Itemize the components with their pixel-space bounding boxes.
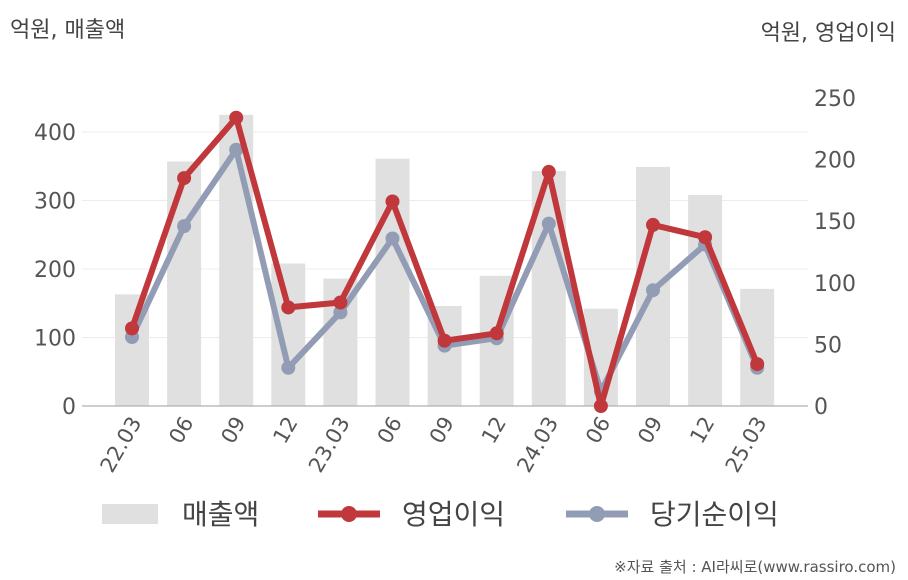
series-point	[437, 333, 452, 348]
x-tick-label: 22.03	[95, 413, 146, 477]
bar	[167, 161, 202, 406]
series-point	[229, 110, 244, 125]
series-point	[333, 295, 348, 310]
left-tick-label: 400	[34, 121, 76, 146]
bar	[688, 195, 723, 406]
series-point	[385, 231, 400, 246]
series-point	[177, 171, 192, 186]
bar	[740, 288, 775, 406]
x-tick-label: 09	[216, 413, 250, 448]
x-tick-label: 12	[268, 413, 302, 448]
x-tick-label: 25.03	[721, 413, 772, 477]
x-tick-label: 06	[164, 413, 198, 448]
legend-label: 당기순이익	[650, 498, 779, 531]
series-point	[541, 164, 556, 179]
right-tick-label: 0	[814, 395, 828, 420]
series-point	[646, 283, 660, 298]
x-tick-label: 12	[685, 413, 719, 448]
right-tick-label: 150	[814, 210, 856, 235]
x-tick-label: 09	[633, 413, 667, 448]
series-point	[229, 142, 244, 157]
series-point	[593, 399, 608, 413]
series-point	[177, 219, 192, 234]
x-tick-label: 06	[373, 413, 407, 448]
x-tick-label: 06	[581, 413, 615, 448]
series-point	[646, 217, 660, 232]
left-tick-label: 100	[34, 327, 76, 352]
series-point	[385, 194, 400, 209]
right-tick-label: 250	[814, 87, 856, 112]
bar	[271, 263, 306, 406]
left-tick-label: 200	[34, 258, 76, 283]
left-tick-label: 300	[34, 190, 76, 215]
source-note: ※자료 출처 : AI라씨로(www.rassiro.com)	[614, 558, 896, 576]
legend-label: 매출액	[182, 498, 259, 531]
legend-swatch-bar	[102, 504, 158, 524]
series-point	[281, 360, 296, 375]
right-tick-label: 200	[814, 149, 856, 174]
right-tick-label: 50	[814, 333, 842, 358]
legend-label: 영업이익	[402, 498, 505, 531]
series-point	[698, 230, 713, 245]
series-point	[281, 300, 296, 315]
right-tick-label: 100	[814, 272, 856, 297]
legend-swatch-point	[341, 506, 357, 522]
x-tick-label: 12	[477, 413, 511, 448]
series-point	[333, 305, 348, 320]
left-axis-unit: 억원, 매출액	[10, 18, 125, 43]
series-point	[541, 216, 556, 231]
series-point	[125, 321, 139, 336]
x-tick-label: 23.03	[304, 413, 355, 477]
series-point	[489, 326, 504, 341]
right-axis-unit: 억원, 영업이익	[761, 21, 896, 46]
left-tick-label: 0	[62, 395, 76, 420]
legend-swatch-point	[589, 506, 605, 522]
x-tick-label: 24.03	[512, 413, 563, 477]
series-point	[750, 357, 765, 372]
x-tick-label: 09	[425, 413, 459, 448]
